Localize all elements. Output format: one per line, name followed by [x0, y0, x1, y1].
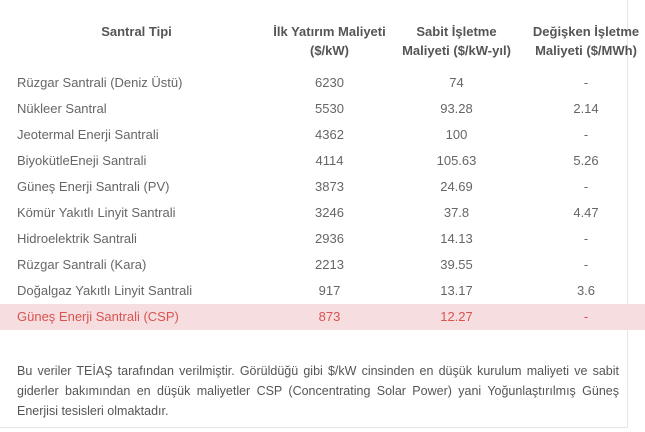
cell-fixed: 13.17 [440, 283, 473, 298]
table-row: Kömür Yakıtlı Linyit Santrali 3246 37.8 … [0, 200, 645, 226]
cell-plant-type: Doğalgaz Yakıtlı Linyit Santrali [17, 283, 193, 298]
cell-investment: 4114 [315, 153, 344, 168]
cell-investment: 873 [273, 304, 386, 330]
table-row: Güneş Enerji Santrali (PV) 3873 24.69 - [0, 174, 645, 200]
header-investment-cost: İlk Yatırım Maliyeti ($/kW) [273, 24, 386, 58]
cell-plant-type: BiyokütleEneji Santrali [17, 153, 147, 168]
cell-variable: 2.14 [573, 101, 599, 116]
cell-variable: - [583, 75, 589, 90]
cell-plant-type: Nükleer Santral [17, 101, 107, 116]
table-row: Rüzgar Santrali (Deniz Üstü) 6230 74 - [0, 70, 645, 96]
header-variable-cost: Değişken İşletme Maliyeti ($/MWh) [532, 24, 640, 58]
cell-fixed: 39.55 [440, 257, 473, 272]
cell-plant-type: Rüzgar Santrali (Deniz Üstü) [17, 75, 183, 90]
cell-plant-type: Kömür Yakıtlı Linyit Santrali [17, 205, 176, 220]
table-header-row: Santral Tipi İlk Yatırım Maliyeti ($/kW)… [0, 16, 645, 70]
header-plant-type: Santral Tipi [101, 24, 172, 39]
cell-plant-type: Hidroelektrik Santrali [17, 231, 137, 246]
cell-investment: 3873 [315, 179, 344, 194]
cell-variable: 3.6 [576, 283, 596, 298]
cell-variable: - [527, 304, 645, 330]
cell-variable: - [583, 179, 589, 194]
cell-investment: 2213 [315, 257, 344, 272]
table-caption-note: Bu veriler TEİAŞ tarafından verilmiştir.… [17, 363, 619, 418]
cell-fixed: 12.27 [386, 304, 527, 330]
cell-investment: 917 [318, 283, 341, 298]
table-row: Doğalgaz Yakıtlı Linyit Santrali 917 13.… [0, 278, 645, 304]
cell-fixed: 74 [449, 75, 464, 90]
cell-fixed: 14.13 [440, 231, 473, 246]
cell-fixed: 100 [445, 127, 468, 142]
cell-fixed: 105.63 [436, 153, 477, 168]
cell-fixed: 93.28 [440, 101, 473, 116]
cell-plant-type: Jeotermal Enerji Santrali [17, 127, 159, 142]
cell-plant-type: Güneş Enerji Santrali (PV) [17, 179, 170, 194]
table-row: Rüzgar Santrali (Kara) 2213 39.55 - [0, 252, 645, 278]
cell-variable: 5.26 [573, 153, 599, 168]
table-row: Jeotermal Enerji Santrali 4362 100 - [0, 122, 645, 148]
cell-plant-type: Rüzgar Santrali (Kara) [17, 257, 147, 272]
cost-table: Santral Tipi İlk Yatırım Maliyeti ($/kW)… [0, 16, 645, 330]
cell-investment: 5530 [315, 101, 344, 116]
cell-investment: 2936 [315, 231, 344, 246]
cell-plant-type: Güneş Enerji Santrali (CSP) [0, 304, 273, 330]
cell-fixed: 24.69 [440, 179, 473, 194]
cell-fixed: 37.8 [443, 205, 470, 220]
cell-investment: 4362 [315, 127, 344, 142]
table-row: Nükleer Santral 5530 93.28 2.14 [0, 96, 645, 122]
content-frame [0, 0, 628, 428]
cell-investment: 3246 [315, 205, 344, 220]
table-row: Hidroelektrik Santrali 2936 14.13 - [0, 226, 645, 252]
cell-variable: - [583, 127, 589, 142]
table-row-highlighted: Güneş Enerji Santrali (CSP) 873 12.27 - [0, 304, 645, 330]
cell-variable: - [583, 257, 589, 272]
table-row: BiyokütleEneji Santrali 4114 105.63 5.26 [0, 148, 645, 174]
header-fixed-cost: Sabit İşletme Maliyeti ($/kW-yıl) [402, 24, 511, 58]
cell-variable: - [583, 231, 589, 246]
cell-variable: 4.47 [573, 205, 599, 220]
cell-investment: 6230 [315, 75, 344, 90]
